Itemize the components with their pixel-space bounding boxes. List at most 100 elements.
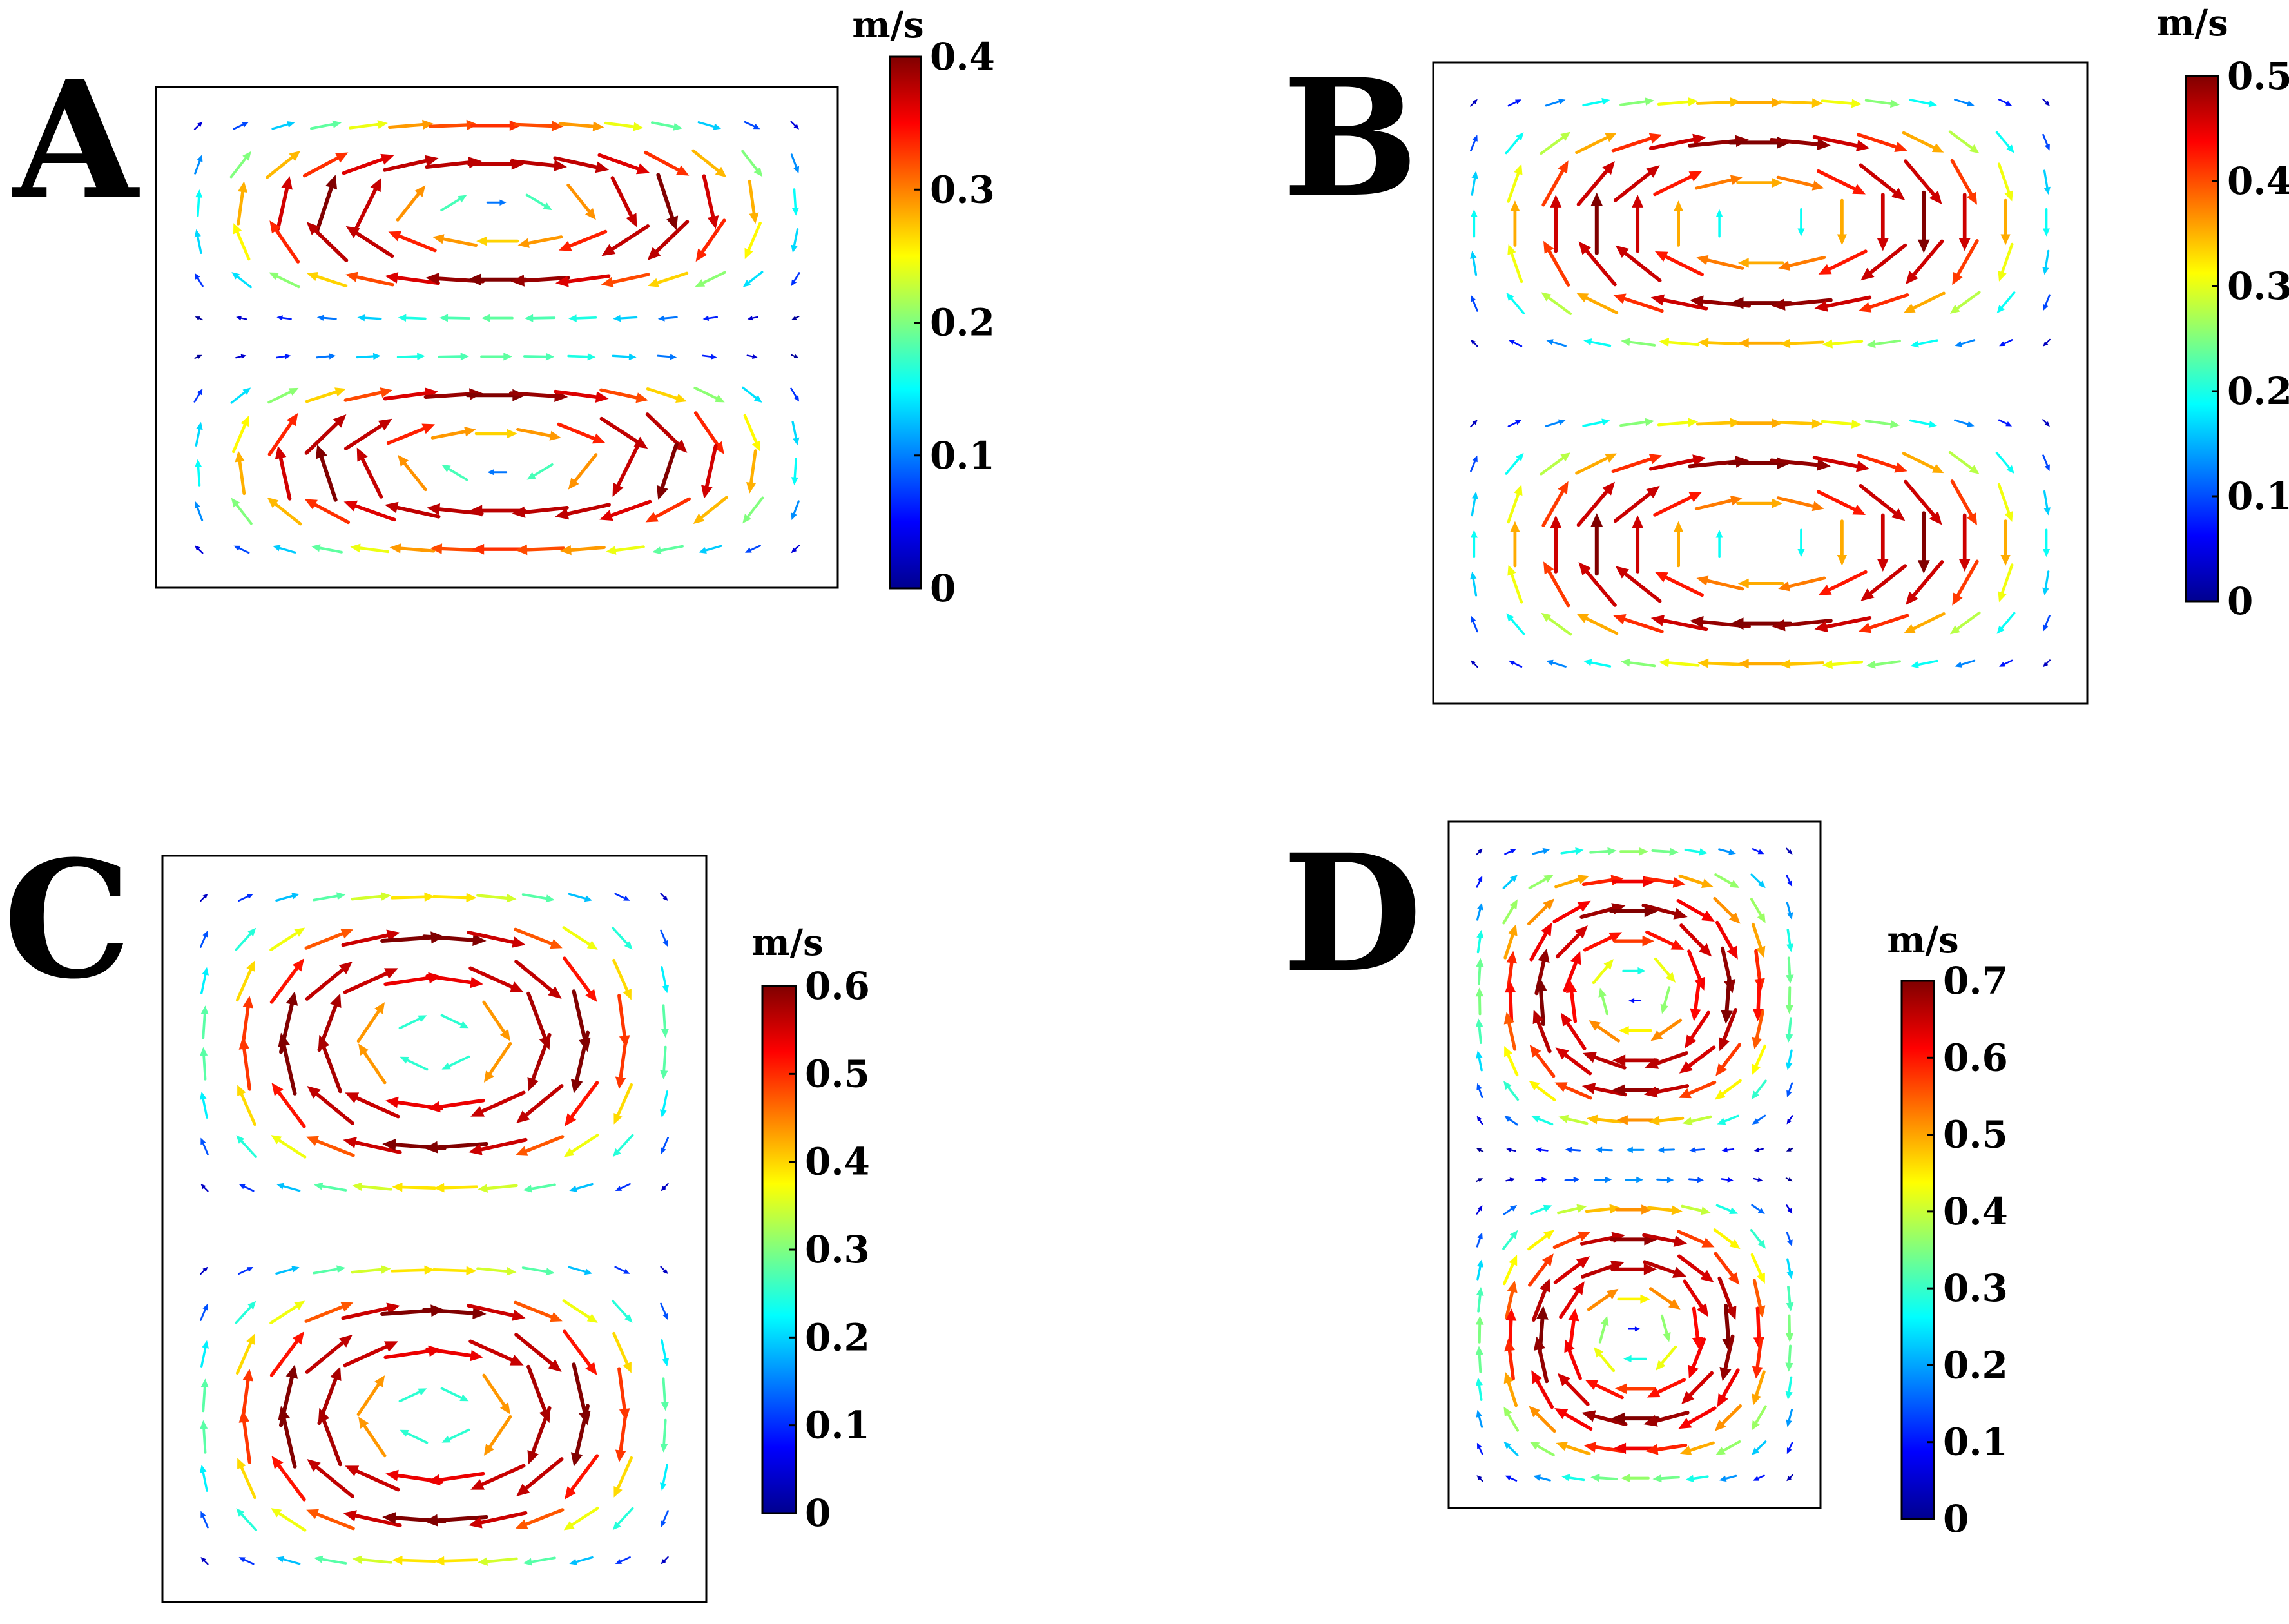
velocity-arrow (1714, 1404, 1743, 1431)
velocity-arrow (791, 316, 800, 320)
velocity-arrow (275, 1266, 300, 1275)
velocity-arrow (200, 1511, 209, 1529)
velocity-arrow (527, 1406, 552, 1465)
velocity-arrow (356, 353, 381, 360)
velocity-arrow (1649, 1287, 1681, 1310)
velocity-arrow (1529, 1080, 1556, 1101)
velocity-arrow (1858, 293, 1909, 313)
velocity-arrow (200, 1340, 209, 1368)
velocity-arrow (695, 271, 726, 287)
velocity-arrow (613, 1456, 633, 1498)
panel-d-frame (1447, 820, 1822, 1509)
velocity-arrow (562, 1299, 598, 1323)
velocity-arrow (468, 966, 524, 992)
velocity-arrow (1721, 1147, 1735, 1153)
panel-d-colorbar-tick: 0.3 (1943, 1266, 2008, 1310)
velocity-arrow (267, 387, 299, 404)
panel-c-colorbar: m/s 0 0.1 0.2 0.3 0.4 0.5 0.6 (751, 922, 870, 1535)
velocity-arrow (1613, 165, 1660, 202)
velocity-arrow (1613, 935, 1655, 947)
velocity-arrow (343, 968, 398, 994)
velocity-arrow (388, 119, 434, 130)
velocity-arrow (440, 1387, 469, 1402)
velocity-arrow (1816, 490, 1866, 515)
velocity-arrow (1948, 450, 1980, 474)
velocity-arrow (200, 1005, 209, 1039)
velocity-arrow (1904, 291, 1946, 313)
velocity-arrow (517, 235, 563, 248)
velocity-arrow (422, 1307, 487, 1319)
velocity-arrow (1552, 900, 1591, 923)
velocity-arrow (1614, 1383, 1656, 1395)
panel-b-unit: m/s (2156, 2, 2228, 44)
velocity-arrow (1550, 515, 1562, 574)
velocity-arrow (345, 1092, 400, 1119)
velocity-arrow (614, 1266, 630, 1274)
velocity-arrow (424, 1514, 488, 1527)
velocity-arrow (1527, 898, 1555, 925)
velocity-arrow (1786, 1049, 1793, 1070)
panel-c-letter: C (3, 825, 131, 1014)
velocity-arrow (1797, 528, 1805, 557)
velocity-arrow (1543, 240, 1570, 287)
velocity-arrow (646, 387, 687, 403)
velocity-arrow (1777, 98, 1823, 108)
velocity-arrow (269, 1331, 304, 1377)
velocity-arrow (1660, 1314, 1671, 1342)
velocity-arrow (2000, 519, 2011, 566)
velocity-arrow (1476, 1083, 1483, 1098)
velocity-arrow (238, 1557, 255, 1565)
velocity-arrow (278, 1406, 297, 1469)
velocity-arrow (1610, 1263, 1657, 1275)
velocity-arrow (345, 1465, 400, 1492)
velocity-arrow (1503, 1081, 1520, 1101)
velocity-arrow (1598, 987, 1609, 1016)
velocity-arrow (1507, 99, 1521, 107)
velocity-arrow (1647, 1378, 1686, 1398)
velocity-arrow (1502, 1255, 1518, 1286)
velocity-arrow (1751, 922, 1766, 958)
velocity-arrow (1632, 195, 1644, 253)
velocity-arrow (482, 1373, 510, 1415)
panel-a-colorbar: m/s 0 0.1 0.2 0.3 0.4 (852, 4, 995, 610)
velocity-arrow (1527, 1230, 1555, 1251)
velocity-arrow (647, 220, 690, 260)
velocity-arrow (1785, 1314, 1794, 1342)
velocity-arrow (1858, 614, 1909, 633)
velocity-arrow (1776, 175, 1824, 191)
velocity-arrow (652, 545, 684, 555)
velocity-arrow (386, 423, 435, 445)
velocity-arrow (1751, 1079, 1767, 1100)
velocity-arrow (514, 1300, 563, 1322)
velocity-arrow (313, 892, 346, 902)
velocity-arrow (1616, 1115, 1654, 1125)
velocity-arrow (390, 892, 435, 902)
velocity-arrow (568, 1266, 593, 1275)
velocity-arrow (269, 272, 300, 289)
velocity-arrow (599, 499, 652, 521)
velocity-arrow (1713, 896, 1741, 924)
velocity-arrow (343, 1510, 402, 1527)
velocity-arrow (525, 193, 552, 211)
velocity-arrow (1556, 1442, 1591, 1456)
velocity-arrow (1715, 209, 1723, 238)
velocity-arrow (1917, 190, 1930, 253)
velocity-arrow (1576, 481, 1615, 527)
velocity-arrow (1506, 1148, 1516, 1152)
velocity-arrow (235, 960, 255, 1002)
panel-d-colorbar-tick: 0.5 (1943, 1113, 2008, 1157)
velocity-arrow (1532, 1009, 1552, 1054)
velocity-arrow (615, 1408, 628, 1462)
velocity-arrow (660, 1302, 668, 1320)
velocity-arrow (307, 1459, 354, 1498)
velocity-arrow (269, 927, 305, 952)
velocity-arrow (1470, 455, 1478, 472)
panel-d-colorbar-tick: 0.6 (1943, 1036, 2008, 1079)
velocity-arrow (1958, 193, 1971, 251)
velocity-arrow (2043, 528, 2051, 557)
panel-d-colorbar-tick: 0.1 (1943, 1420, 2008, 1464)
velocity-arrow (483, 1415, 512, 1456)
velocity-arrow (1554, 875, 1590, 889)
panel-d-colorbar: m/s 0 0.1 0.2 0.3 0.4 0.5 0.6 0.7 (1887, 919, 2008, 1541)
velocity-arrow (1715, 1204, 1738, 1214)
